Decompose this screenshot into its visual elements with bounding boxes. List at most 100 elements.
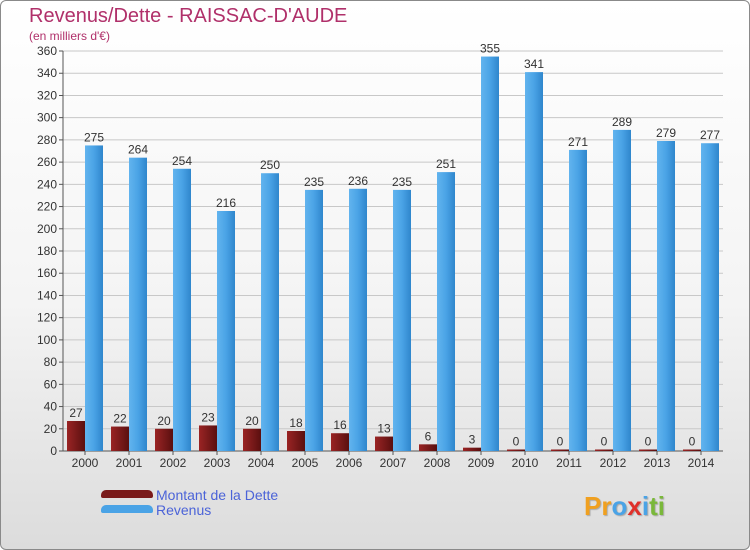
bar-revenus xyxy=(569,150,587,451)
data-label-dette: 0 xyxy=(645,435,652,449)
data-label-dette: 27 xyxy=(69,406,83,420)
logo-letter: ti xyxy=(649,491,665,521)
data-label-revenus: 235 xyxy=(304,175,324,189)
bar-dette xyxy=(243,429,261,451)
x-tick-label: 2002 xyxy=(160,456,187,470)
bar-dette xyxy=(683,450,701,452)
data-label-dette: 0 xyxy=(601,435,608,449)
data-label-dette: 20 xyxy=(157,414,171,428)
data-label-dette: 23 xyxy=(201,410,215,424)
bar-dette xyxy=(67,421,85,451)
bar-dette xyxy=(199,425,217,451)
data-label-revenus: 341 xyxy=(524,57,544,71)
data-label-revenus: 235 xyxy=(392,175,412,189)
y-tick-label: 40 xyxy=(44,400,58,414)
bar-revenus xyxy=(437,172,455,451)
bar-dette xyxy=(463,448,481,451)
bar-dette xyxy=(595,450,613,452)
x-tick-label: 2007 xyxy=(380,456,407,470)
data-label-revenus: 236 xyxy=(348,174,368,188)
y-tick-label: 160 xyxy=(37,266,57,280)
x-tick-label: 2012 xyxy=(600,456,627,470)
bar-dette xyxy=(375,437,393,451)
y-tick-label: 240 xyxy=(37,177,57,191)
bar-revenus xyxy=(85,145,103,451)
bar-revenus xyxy=(305,190,323,451)
data-label-dette: 0 xyxy=(513,435,520,449)
y-tick-label: 260 xyxy=(37,155,57,169)
bar-revenus xyxy=(525,72,543,451)
x-tick-label: 2005 xyxy=(292,456,319,470)
data-label-revenus: 271 xyxy=(568,135,588,149)
bar-revenus xyxy=(481,57,499,451)
y-tick-label: 320 xyxy=(37,88,57,102)
bar-dette xyxy=(111,427,129,451)
y-tick-label: 20 xyxy=(44,422,58,436)
bar-dette xyxy=(639,450,657,452)
y-tick-label: 60 xyxy=(44,377,58,391)
data-label-dette: 16 xyxy=(333,418,347,432)
bar-revenus xyxy=(349,189,367,451)
data-label-dette: 0 xyxy=(689,435,696,449)
data-label-revenus: 355 xyxy=(480,42,500,56)
y-tick-label: 360 xyxy=(37,44,57,58)
bar-dette xyxy=(419,444,437,451)
data-label-revenus: 264 xyxy=(128,143,148,157)
bar-revenus xyxy=(173,169,191,451)
y-tick-label: 120 xyxy=(37,311,57,325)
y-tick-label: 180 xyxy=(37,244,57,258)
data-label-revenus: 279 xyxy=(656,126,676,140)
y-tick-label: 80 xyxy=(44,355,58,369)
y-tick-label: 100 xyxy=(37,333,57,347)
legend-label-dette: Montant de la Dette xyxy=(156,487,278,503)
bar-dette xyxy=(551,450,569,452)
bar-revenus xyxy=(657,141,675,451)
x-tick-label: 2006 xyxy=(336,456,363,470)
x-tick-label: 2013 xyxy=(644,456,671,470)
data-label-dette: 22 xyxy=(113,412,127,426)
x-tick-label: 2010 xyxy=(512,456,539,470)
data-label-dette: 0 xyxy=(557,435,564,449)
y-tick-label: 300 xyxy=(37,111,57,125)
data-label-revenus: 251 xyxy=(436,157,456,171)
x-tick-label: 2001 xyxy=(116,456,143,470)
bar-revenus xyxy=(701,143,719,451)
y-tick-label: 0 xyxy=(50,444,57,458)
proxiti-logo: Proxiti xyxy=(584,491,665,522)
x-tick-label: 2014 xyxy=(688,456,715,470)
x-tick-label: 2011 xyxy=(556,456,582,470)
logo-letter: o xyxy=(611,491,627,521)
logo-letter: i xyxy=(642,491,649,521)
bar-dette xyxy=(331,433,349,451)
x-tick-label: 2008 xyxy=(424,456,451,470)
y-tick-label: 220 xyxy=(37,200,57,214)
data-label-dette: 20 xyxy=(245,414,259,428)
data-label-revenus: 216 xyxy=(216,196,236,210)
x-tick-label: 2004 xyxy=(248,456,275,470)
data-label-revenus: 277 xyxy=(700,128,720,142)
data-label-dette: 18 xyxy=(289,416,303,430)
logo-letter: x xyxy=(627,491,641,521)
legend-label-revenus: Revenus xyxy=(156,502,211,518)
bar-revenus xyxy=(393,190,411,451)
data-label-revenus: 254 xyxy=(172,154,192,168)
bar-revenus xyxy=(217,211,235,451)
data-label-revenus: 250 xyxy=(260,158,280,172)
data-label-dette: 3 xyxy=(469,433,476,447)
bar-dette xyxy=(155,429,173,451)
logo-letter: Pr xyxy=(584,491,611,521)
x-tick-label: 2009 xyxy=(468,456,495,470)
bar-dette xyxy=(507,450,525,452)
data-label-dette: 13 xyxy=(377,422,391,436)
legend-swatch-dette xyxy=(101,490,153,498)
bar-dette xyxy=(287,431,305,451)
data-label-revenus: 275 xyxy=(84,130,104,144)
y-tick-label: 340 xyxy=(37,66,57,80)
y-tick-label: 140 xyxy=(37,288,57,302)
data-label-dette: 6 xyxy=(425,429,432,443)
bar-revenus xyxy=(613,130,631,451)
y-tick-label: 280 xyxy=(37,133,57,147)
y-tick-label: 200 xyxy=(37,222,57,236)
